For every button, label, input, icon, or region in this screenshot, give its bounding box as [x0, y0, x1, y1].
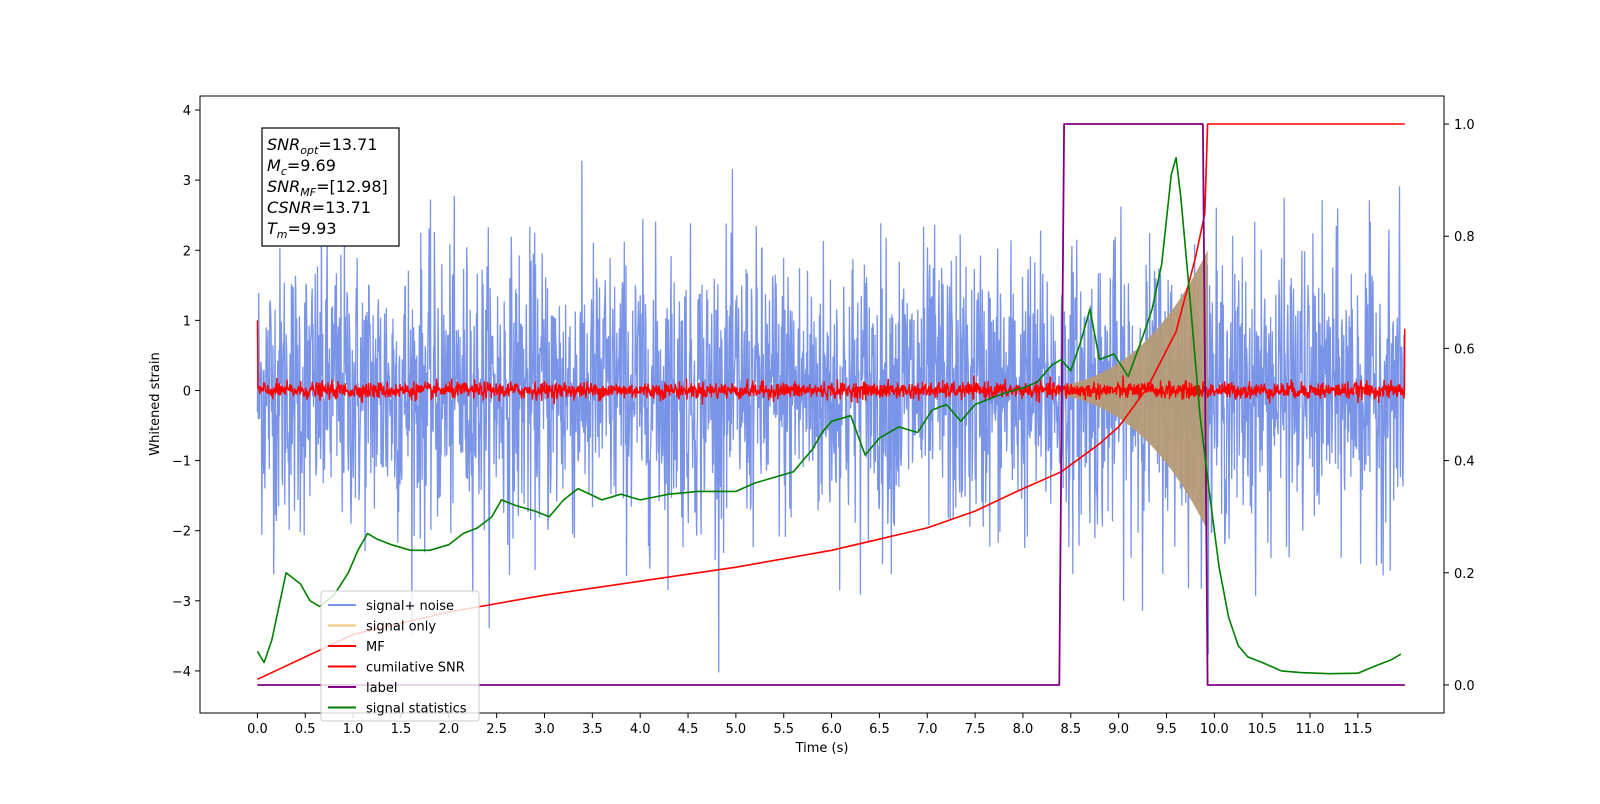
- x-tick-label: 7.0: [917, 722, 938, 737]
- x-tick-label: 1.0: [343, 722, 364, 737]
- series-label-line: [257, 123, 1405, 686]
- x-tick-label: 2.5: [486, 722, 507, 737]
- line-layer: [256, 123, 1406, 686]
- x-tick-label: 5.5: [773, 722, 794, 737]
- x-tick-label: 0.5: [295, 722, 316, 737]
- legend-label: cumilative SNR: [366, 661, 465, 676]
- legend-label: MF: [366, 640, 385, 655]
- x-tick-label: 2.0: [438, 722, 459, 737]
- x-tick-label: 11.0: [1296, 722, 1325, 737]
- y-tick-label: 0: [183, 384, 191, 399]
- y-axis-label: Whitened strain: [148, 352, 163, 455]
- y2-tick-label: 0.6: [1454, 342, 1475, 357]
- y-tick-label: −2: [172, 525, 191, 540]
- info-line: SNRopt=13.71: [267, 135, 378, 157]
- y2-tick-label: 1.0: [1454, 118, 1475, 133]
- y2-tick-label: 0.8: [1454, 230, 1475, 245]
- info-line: Mc=9.69: [267, 156, 336, 178]
- y2-tick-label: 0.0: [1454, 679, 1475, 694]
- legend-label: signal only: [366, 620, 436, 635]
- x-tick-label: 9.0: [1108, 722, 1129, 737]
- series-cumilative-snr-line: [257, 123, 1405, 681]
- legend-label: signal statistics: [366, 702, 467, 717]
- y-tick-label: 4: [183, 104, 191, 119]
- x-tick-label: 3.0: [534, 722, 555, 737]
- x-tick-label: 6.5: [869, 722, 890, 737]
- x-tick-label: 0.0: [247, 722, 268, 737]
- x-tick-label: 4.0: [630, 722, 651, 737]
- x-tick-label: 11.5: [1343, 722, 1372, 737]
- x-axis-label: Time (s): [795, 741, 849, 756]
- y-tick-label: 1: [183, 314, 191, 329]
- x-tick-label: 8.0: [1013, 722, 1034, 737]
- x-tick-label: 5.0: [726, 722, 747, 737]
- x-tick-label: 9.5: [1156, 722, 1177, 737]
- y2-tick-label: 0.2: [1454, 567, 1475, 582]
- series-mf-line: [256, 320, 1406, 405]
- info-line: CSNR=13.71: [267, 198, 371, 217]
- x-tick-label: 3.5: [582, 722, 603, 737]
- series-signal-statistics-line: [256, 156, 1402, 675]
- legend-frame: [320, 590, 480, 722]
- info-box-frame: [261, 127, 400, 247]
- y2-tick-label: 0.4: [1454, 455, 1475, 470]
- x-tick-label: 10.5: [1248, 722, 1277, 737]
- y-tick-label: −1: [172, 455, 191, 470]
- axes: 0.0 0.5 1.0 1.5 2.0 2.5 3.0 3.5 4.0 4.5 5.0 5.5 6.0 6…: [172, 104, 1475, 737]
- legend: signal+ noise signal only MF cumilative SNR…: [320, 590, 480, 722]
- legend-label: label: [366, 681, 397, 696]
- x-tick-label: 8.5: [1060, 722, 1081, 737]
- info-lines: SNRopt=13.71Mc=9.69SNRMF=[12.98]CSNR=13.…: [267, 135, 388, 241]
- info-line: Tm=9.93: [267, 219, 337, 241]
- x-tick-label: 7.5: [965, 722, 986, 737]
- x-tick-label: 4.5: [678, 722, 699, 737]
- y-tick-label: 3: [183, 174, 191, 189]
- x-tick-label: 10.0: [1200, 722, 1229, 737]
- y-tick-label: −3: [172, 595, 191, 610]
- x-tick-label: 1.5: [391, 722, 412, 737]
- plot-frame: [199, 95, 1445, 714]
- legend-label: signal+ noise: [366, 599, 454, 614]
- x-tick-label: 6.0: [821, 722, 842, 737]
- legend-items: signal+ noise signal only MF cumilative SNR…: [328, 599, 467, 717]
- info-line: SNRMF=[12.98]: [267, 177, 388, 199]
- y-tick-label: −4: [172, 665, 191, 680]
- series-signal-noise-line: [256, 160, 1406, 673]
- y-tick-label: 2: [183, 244, 191, 259]
- info-box: SNRopt=13.71Mc=9.69SNRMF=[12.98]CSNR=13.…: [261, 127, 400, 247]
